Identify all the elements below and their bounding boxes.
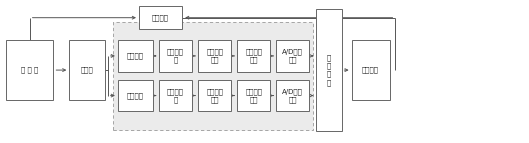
Bar	[159, 80, 192, 111]
Bar	[316, 9, 342, 131]
Bar	[276, 80, 309, 111]
Bar	[118, 80, 153, 111]
Bar	[276, 40, 309, 72]
Bar	[6, 40, 53, 100]
Text: 光学气室: 光学气室	[127, 92, 144, 99]
Text: 参考气室: 参考气室	[127, 53, 144, 59]
Text: A/D转换
电路: A/D转换 电路	[282, 88, 303, 103]
Text: 激 光 器: 激 光 器	[21, 67, 38, 73]
Text: 微
处
理
器: 微 处 理 器	[327, 55, 331, 86]
Text: A/D转换
电路: A/D转换 电路	[282, 49, 303, 63]
Text: 分束器: 分束器	[81, 67, 94, 73]
Bar	[69, 40, 105, 100]
Bar	[118, 40, 153, 72]
Bar	[237, 80, 270, 111]
Text: 前置放大
电路: 前置放大 电路	[206, 49, 223, 63]
Bar	[159, 40, 192, 72]
Bar	[352, 40, 389, 100]
Bar	[198, 40, 231, 72]
Text: 光电探测
器: 光电探测 器	[167, 88, 184, 103]
Bar	[198, 80, 231, 111]
Text: 显示电路: 显示电路	[362, 67, 379, 73]
Text: 控制电路: 控制电路	[152, 14, 169, 21]
Text: 锁相放大
电路: 锁相放大 电路	[245, 88, 262, 103]
Bar	[113, 22, 313, 130]
Text: 前置放大
电路: 前置放大 电路	[206, 88, 223, 103]
Text: 锁相放大
电路: 锁相放大 电路	[245, 49, 262, 63]
Bar	[237, 40, 270, 72]
Bar	[139, 6, 182, 29]
Text: 光电探测
器: 光电探测 器	[167, 49, 184, 63]
